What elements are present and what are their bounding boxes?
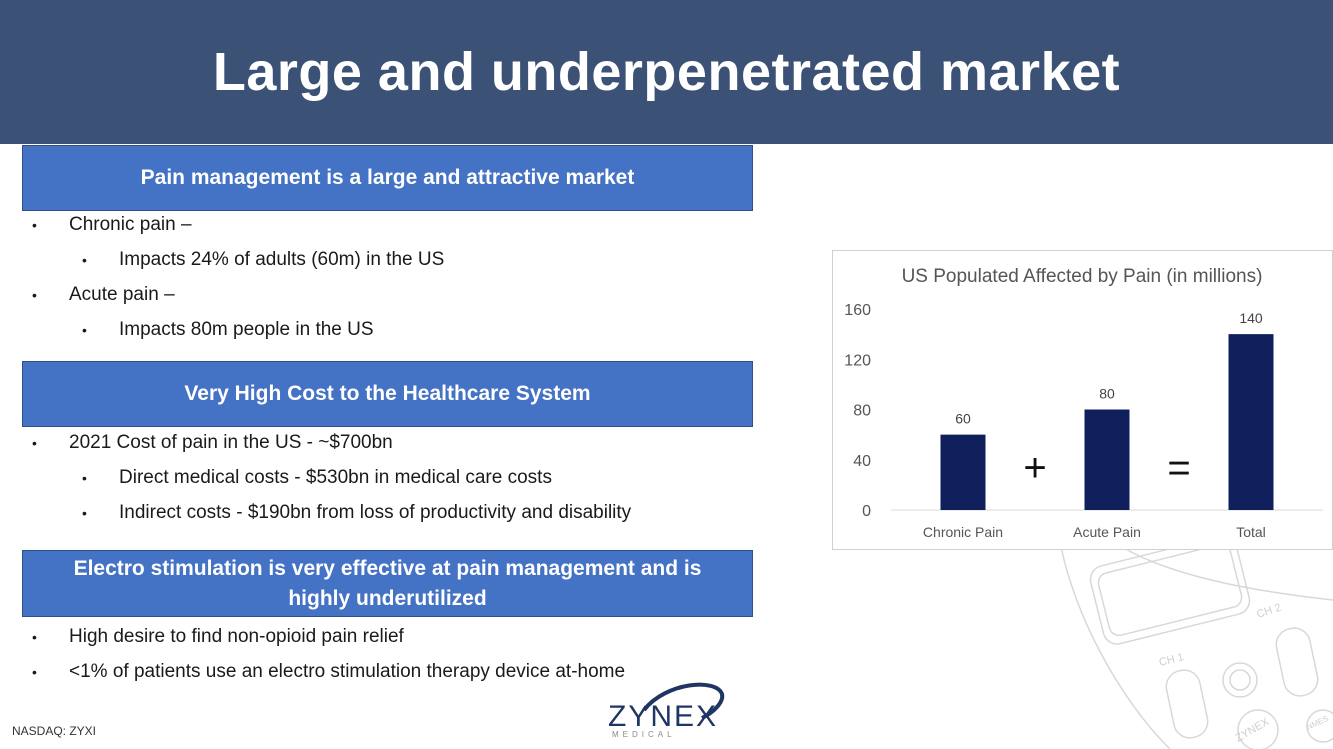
list-item: • <1% of patients use an electro stimulat… xyxy=(0,661,625,696)
bullet-glyph: • xyxy=(82,470,87,486)
device-illustration: CH 1 CH 2 ZYNEX NMES xyxy=(1057,530,1333,749)
bar-acute-pain xyxy=(1084,409,1130,510)
section-heading-line1: Electro stimulation is very effective at… xyxy=(73,556,702,580)
section-heading-cost: Very High Cost to the Healthcare System xyxy=(22,361,753,427)
list-item: • High desire to find non-opioid pain rel… xyxy=(0,626,625,661)
bullet-glyph: • xyxy=(32,664,37,680)
list-item: • Impacts 80m people in the US xyxy=(0,319,444,354)
plus-operator: + xyxy=(1023,446,1046,490)
bullet-list-market: • Chronic pain – • Impacts 24% of adults (… xyxy=(0,214,444,354)
y-tick-label: 160 xyxy=(844,302,871,319)
bullet-text: <1% of patients use an electro stimulati… xyxy=(69,661,626,682)
list-item: • 2021 Cost of pain in the US - ~$700bn xyxy=(0,432,631,467)
bullet-glyph: • xyxy=(32,435,37,451)
list-item: • Acute pain – xyxy=(0,284,444,319)
x-tick-label: Total xyxy=(1236,524,1266,540)
section-heading-text: Pain management is a large and attractiv… xyxy=(140,166,635,189)
pain-population-chart: US Populated Affected by Pain (in millio… xyxy=(832,250,1333,550)
list-item: • Direct medical costs - $530bn in medica… xyxy=(0,467,631,502)
bullet-text: Impacts 24% of adults (60m) in the US xyxy=(119,249,445,270)
title-banner: Large and underpenetrated market xyxy=(0,0,1333,144)
bullet-list-electrostim: • High desire to find non-opioid pain rel… xyxy=(0,626,625,696)
section-heading-market: Pain management is a large and attractiv… xyxy=(22,145,753,211)
bar-chronic-pain xyxy=(940,434,986,510)
bullet-glyph: • xyxy=(32,217,37,233)
x-tick-label: Acute Pain xyxy=(1073,524,1141,540)
list-item: • Chronic pain – xyxy=(0,214,444,249)
bullet-text: Chronic pain – xyxy=(69,214,192,235)
bullet-text: 2021 Cost of pain in the US - ~$700bn xyxy=(69,432,393,453)
y-tick-label: 120 xyxy=(844,352,871,369)
y-tick-label: 0 xyxy=(862,503,871,520)
bullet-text: Indirect costs - $190bn from loss of pro… xyxy=(119,502,632,523)
logo-wordmark: ZYNEX xyxy=(608,700,718,733)
device-mode-label: NMES xyxy=(1305,714,1330,732)
bar-total xyxy=(1228,334,1274,510)
list-item: • Impacts 24% of adults (60m) in the US xyxy=(0,249,444,284)
list-item: • Indirect costs - $190bn from loss of pr… xyxy=(0,502,631,537)
bullet-text: Impacts 80m people in the US xyxy=(119,319,374,340)
section-heading-text: Very High Cost to the Healthcare System xyxy=(184,382,591,405)
data-label: 140 xyxy=(1239,310,1263,326)
bullet-text: Direct medical costs - $530bn in medical… xyxy=(119,467,552,488)
bullet-text: Acute pain – xyxy=(69,284,175,305)
bullet-glyph: • xyxy=(82,252,87,268)
zynex-logo: ZYNEX MEDICAL xyxy=(608,682,725,738)
y-tick-label: 40 xyxy=(853,453,871,470)
device-ch1-label: CH 1 xyxy=(1158,651,1185,669)
bullet-glyph: • xyxy=(82,505,87,521)
y-tick-label: 80 xyxy=(853,403,871,420)
bullet-glyph: • xyxy=(82,322,87,338)
bullet-glyph: • xyxy=(32,287,37,303)
equals-operator: = xyxy=(1167,446,1190,490)
logo-subtitle: MEDICAL xyxy=(612,730,676,738)
device-brand-label: ZYNEX xyxy=(1234,716,1272,745)
bullet-list-cost: • 2021 Cost of pain in the US - ~$700bn •… xyxy=(0,432,631,537)
chart-svg: US Populated Affected by Pain (in millio… xyxy=(844,266,1323,540)
data-label: 80 xyxy=(1099,386,1115,402)
data-label: 60 xyxy=(955,411,971,427)
section-heading-line2: highly underutilized xyxy=(288,586,487,610)
page-title: Large and underpenetrated market xyxy=(212,42,1121,102)
bullet-glyph: • xyxy=(32,629,37,645)
bullet-text: High desire to find non-opioid pain reli… xyxy=(69,626,404,647)
x-tick-label: Chronic Pain xyxy=(923,524,1003,540)
device-ch2-label: CH 2 xyxy=(1255,602,1283,621)
chart-title: US Populated Affected by Pain (in millio… xyxy=(902,266,1263,287)
section-heading-electrostim: Electro stimulation is very effective at… xyxy=(22,550,753,617)
ticker-label: NASDAQ: ZYXI xyxy=(12,724,97,738)
